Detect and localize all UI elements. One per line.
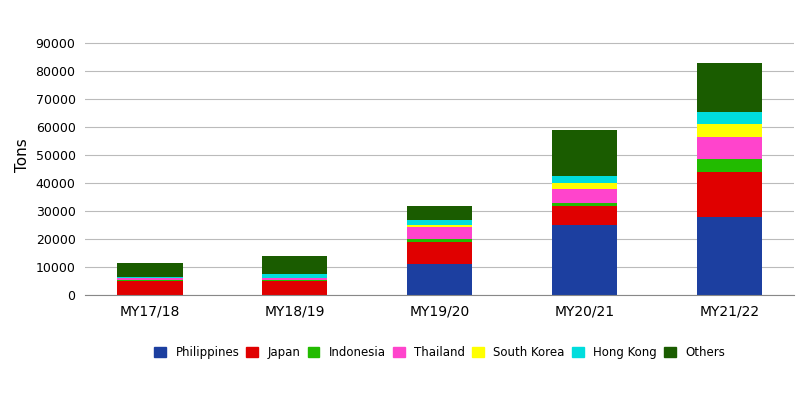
Bar xyxy=(407,206,472,220)
Bar xyxy=(117,280,183,281)
Y-axis label: Tons: Tons xyxy=(15,138,30,172)
Bar xyxy=(407,225,472,227)
Bar xyxy=(552,130,617,176)
Bar xyxy=(552,183,617,189)
Bar xyxy=(117,263,183,277)
Legend: Philippines, Japan, Indonesia, Thailand, South Korea, Hong Kong, Others: Philippines, Japan, Indonesia, Thailand,… xyxy=(155,346,725,359)
Bar xyxy=(262,280,328,281)
Bar xyxy=(697,217,762,295)
Bar xyxy=(552,176,617,183)
Bar xyxy=(697,137,762,159)
Bar xyxy=(407,220,472,225)
Bar xyxy=(697,63,762,112)
Bar xyxy=(697,159,762,172)
Bar xyxy=(407,239,472,242)
Bar xyxy=(552,206,617,225)
Bar xyxy=(552,189,617,203)
Bar xyxy=(552,225,617,295)
Bar xyxy=(697,172,762,217)
Bar xyxy=(117,278,183,280)
Bar xyxy=(552,203,617,206)
Bar xyxy=(117,281,183,295)
Bar xyxy=(697,124,762,137)
Bar xyxy=(407,227,472,239)
Bar xyxy=(117,277,183,278)
Bar xyxy=(262,256,328,274)
Bar xyxy=(262,278,328,280)
Bar xyxy=(697,112,762,124)
Bar xyxy=(262,274,328,278)
Bar xyxy=(407,264,472,295)
Bar xyxy=(407,242,472,264)
Bar xyxy=(262,281,328,295)
